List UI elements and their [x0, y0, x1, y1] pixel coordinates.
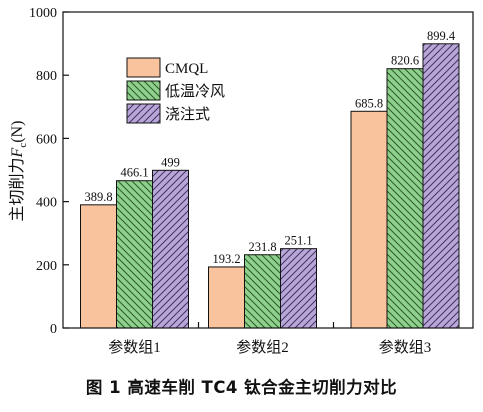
- y-axis-label-unit: (N): [9, 121, 26, 143]
- y-tick-label: 600: [36, 132, 57, 147]
- y-axis-label-var: F: [9, 147, 26, 158]
- bar-3-3: [422, 43, 460, 329]
- y-axis-label-main: 主切削力: [7, 157, 26, 221]
- y-tick-label: 0: [50, 322, 57, 337]
- bar-2-2: [244, 254, 281, 329]
- bar-value-label: 899.4: [427, 29, 456, 43]
- bar-chart: 389.8 466.1 499 参数组1 193.2 231.8 251.1 参数组2 685.…: [7, 6, 474, 356]
- y-axis-label-sub: c: [17, 143, 29, 148]
- legend-label: 浇注式: [165, 106, 210, 123]
- bar-2-3: [386, 68, 424, 329]
- bar-value-label: 499: [161, 155, 180, 169]
- y-tick-label: 400: [36, 196, 57, 211]
- bar-value-label: 193.2: [212, 252, 240, 266]
- bar-3-1: [152, 169, 189, 329]
- y-axis-label: 主切削力Fc(N): [7, 121, 29, 222]
- legend-swatch: [126, 80, 161, 101]
- bar-value-label: 820.6: [391, 54, 419, 68]
- bar-1-3: [350, 110, 388, 329]
- bar-3-2: [280, 248, 317, 329]
- y-tick-label: 200: [36, 259, 57, 274]
- legend-label: 低温冷风: [165, 83, 225, 100]
- labels-layer: 389.8 466.1 499 参数组1 193.2 231.8 251.1 参数组2 685.…: [29, 6, 456, 356]
- y-tick-label: 1000: [29, 6, 57, 21]
- bar-1-1: [80, 204, 117, 329]
- bar-value-label: 466.1: [120, 166, 148, 180]
- bar-2-1: [116, 180, 153, 329]
- legend-swatch: [126, 57, 161, 78]
- figure-caption: 图 1 高速车削 TC4 钛合金主切削力对比: [85, 378, 398, 397]
- x-tick-label: 参数组2: [236, 339, 289, 356]
- bar-value-label: 231.8: [248, 240, 276, 254]
- plot-frame: [62, 11, 474, 329]
- legend-label: CMQL: [165, 61, 208, 77]
- x-tick-label: 参数组1: [108, 339, 161, 356]
- bar-value-label: 389.8: [84, 190, 112, 204]
- y-tick-label: 800: [36, 69, 57, 84]
- bar-1-2: [208, 266, 245, 329]
- axes-layer: [62, 11, 474, 329]
- bar-value-label: 251.1: [284, 234, 312, 248]
- legend-swatch: [126, 103, 161, 124]
- bar-value-label: 685.8: [355, 96, 383, 110]
- x-tick-label: 参数组3: [379, 339, 432, 356]
- bars-layer: [80, 43, 460, 329]
